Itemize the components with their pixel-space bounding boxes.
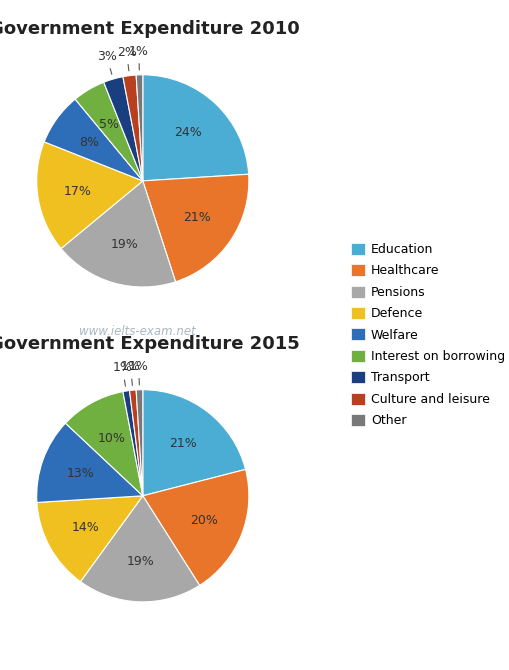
Wedge shape <box>143 75 248 181</box>
Wedge shape <box>75 82 143 181</box>
Text: 5%: 5% <box>99 118 119 131</box>
Wedge shape <box>143 174 248 282</box>
Wedge shape <box>37 423 143 502</box>
Text: Government Expenditure 2015: Government Expenditure 2015 <box>0 335 299 353</box>
Text: 19%: 19% <box>127 555 154 568</box>
Wedge shape <box>103 76 143 181</box>
Text: 14%: 14% <box>71 521 99 534</box>
Wedge shape <box>123 391 143 496</box>
Legend: Education, Healthcare, Pensions, Defence, Welfare, Interest on borrowing, Transp: Education, Healthcare, Pensions, Defence… <box>347 239 508 431</box>
Text: 20%: 20% <box>190 513 217 527</box>
Wedge shape <box>143 390 245 496</box>
Wedge shape <box>129 390 143 496</box>
Wedge shape <box>143 470 248 586</box>
Wedge shape <box>123 75 143 181</box>
Text: 21%: 21% <box>183 211 211 224</box>
Wedge shape <box>80 496 199 602</box>
Wedge shape <box>65 391 143 496</box>
Text: 1%: 1% <box>129 360 149 385</box>
Text: 1%: 1% <box>121 360 140 385</box>
Text: 13%: 13% <box>67 467 95 480</box>
Wedge shape <box>37 142 143 249</box>
Text: 1%: 1% <box>129 45 149 70</box>
Text: 19%: 19% <box>110 238 138 251</box>
Text: 1%: 1% <box>112 362 132 386</box>
Text: 3%: 3% <box>97 50 117 74</box>
Wedge shape <box>136 390 143 496</box>
Text: 21%: 21% <box>169 438 196 450</box>
Text: 8%: 8% <box>79 136 99 149</box>
Text: Government Expenditure 2010: Government Expenditure 2010 <box>0 20 299 38</box>
Text: 10%: 10% <box>97 431 125 445</box>
Text: 2%: 2% <box>117 46 136 71</box>
Text: www.ielts-exam.net: www.ielts-exam.net <box>79 325 195 338</box>
Wedge shape <box>61 181 175 287</box>
Text: 24%: 24% <box>174 127 201 139</box>
Wedge shape <box>136 75 143 181</box>
Wedge shape <box>37 496 143 582</box>
Wedge shape <box>44 99 143 181</box>
Text: 17%: 17% <box>64 185 92 198</box>
